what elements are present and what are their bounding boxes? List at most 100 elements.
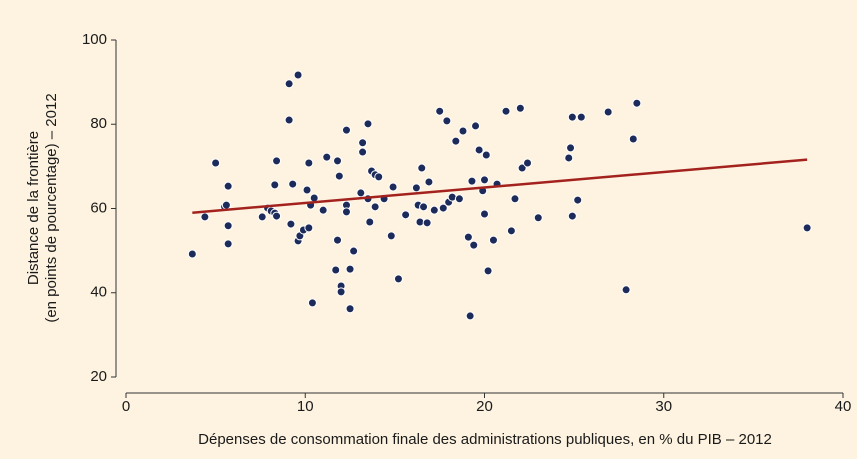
point (564, 153, 574, 163)
point (632, 98, 642, 108)
y-tick-label: 80 (90, 115, 107, 132)
point (284, 115, 294, 125)
y-tick-label: 100 (82, 31, 107, 48)
point (336, 287, 346, 297)
point (334, 171, 344, 181)
point (221, 200, 231, 210)
point (288, 179, 298, 189)
point (223, 221, 233, 231)
point (341, 207, 351, 217)
point (302, 185, 312, 195)
point (463, 232, 473, 242)
point (286, 219, 296, 229)
point (471, 121, 481, 131)
point (480, 209, 489, 219)
point (374, 172, 384, 182)
point (284, 79, 294, 89)
point (465, 311, 475, 321)
point (270, 180, 280, 190)
x-tick-label: 40 (835, 398, 852, 415)
x-axis-label: Dépenses de consommation finale des admi… (198, 431, 772, 448)
point (331, 265, 341, 275)
point (349, 246, 359, 256)
point (422, 218, 432, 228)
plot-area: 20 40 60 80 100 0 10 20 30 40 (82, 31, 851, 415)
point (318, 205, 328, 215)
point (322, 152, 332, 162)
point (515, 103, 525, 113)
point (417, 163, 427, 173)
point (345, 264, 355, 274)
point (333, 235, 343, 245)
point (333, 156, 343, 166)
point (474, 145, 484, 155)
point (438, 203, 448, 213)
point (307, 298, 317, 308)
y-axis-label: (en points de pourcentage) – 2012 (43, 93, 60, 322)
point (363, 119, 373, 129)
point (223, 181, 233, 191)
y-tick-label: 60 (90, 199, 107, 216)
point (200, 212, 210, 222)
point (621, 285, 631, 295)
y-tick-label: 40 (90, 284, 107, 301)
point (447, 192, 457, 202)
point (506, 226, 516, 236)
point (429, 205, 439, 215)
point (388, 182, 398, 192)
point (523, 158, 533, 168)
point (257, 212, 267, 222)
point (187, 249, 197, 259)
point (272, 156, 282, 166)
point (365, 217, 375, 227)
point (419, 202, 429, 212)
point (510, 194, 520, 204)
point (603, 107, 613, 117)
point (272, 211, 282, 221)
point (223, 239, 233, 249)
point (458, 126, 468, 136)
x-tick-label: 20 (476, 398, 493, 415)
point (573, 195, 583, 205)
point (442, 116, 452, 126)
point (393, 274, 403, 284)
trend-line (192, 158, 808, 214)
point (435, 106, 445, 116)
x-tick-label: 30 (655, 398, 672, 415)
point (567, 112, 577, 122)
point (370, 202, 380, 212)
point (411, 183, 421, 193)
point (488, 235, 498, 245)
point (501, 106, 511, 116)
point (304, 158, 314, 168)
y-tick-label: 20 (90, 368, 107, 385)
point (345, 304, 355, 314)
point (424, 177, 434, 187)
point (358, 138, 368, 148)
point (802, 223, 812, 233)
point (576, 112, 586, 122)
point (467, 176, 477, 186)
point (566, 143, 576, 153)
x-tick-label: 10 (297, 398, 314, 415)
y-axis-label: Distance de la frontière (25, 131, 42, 285)
point (481, 150, 491, 160)
point (628, 134, 638, 144)
point (483, 266, 493, 276)
point (469, 240, 479, 250)
point (451, 136, 461, 146)
point (358, 147, 368, 157)
point (304, 223, 314, 233)
point (454, 194, 464, 204)
point (480, 175, 489, 185)
x-tick-label: 0 (122, 398, 130, 415)
point (341, 125, 351, 135)
point (356, 188, 366, 198)
point (533, 213, 543, 223)
point (211, 158, 221, 168)
point (386, 231, 396, 241)
point (567, 211, 577, 221)
